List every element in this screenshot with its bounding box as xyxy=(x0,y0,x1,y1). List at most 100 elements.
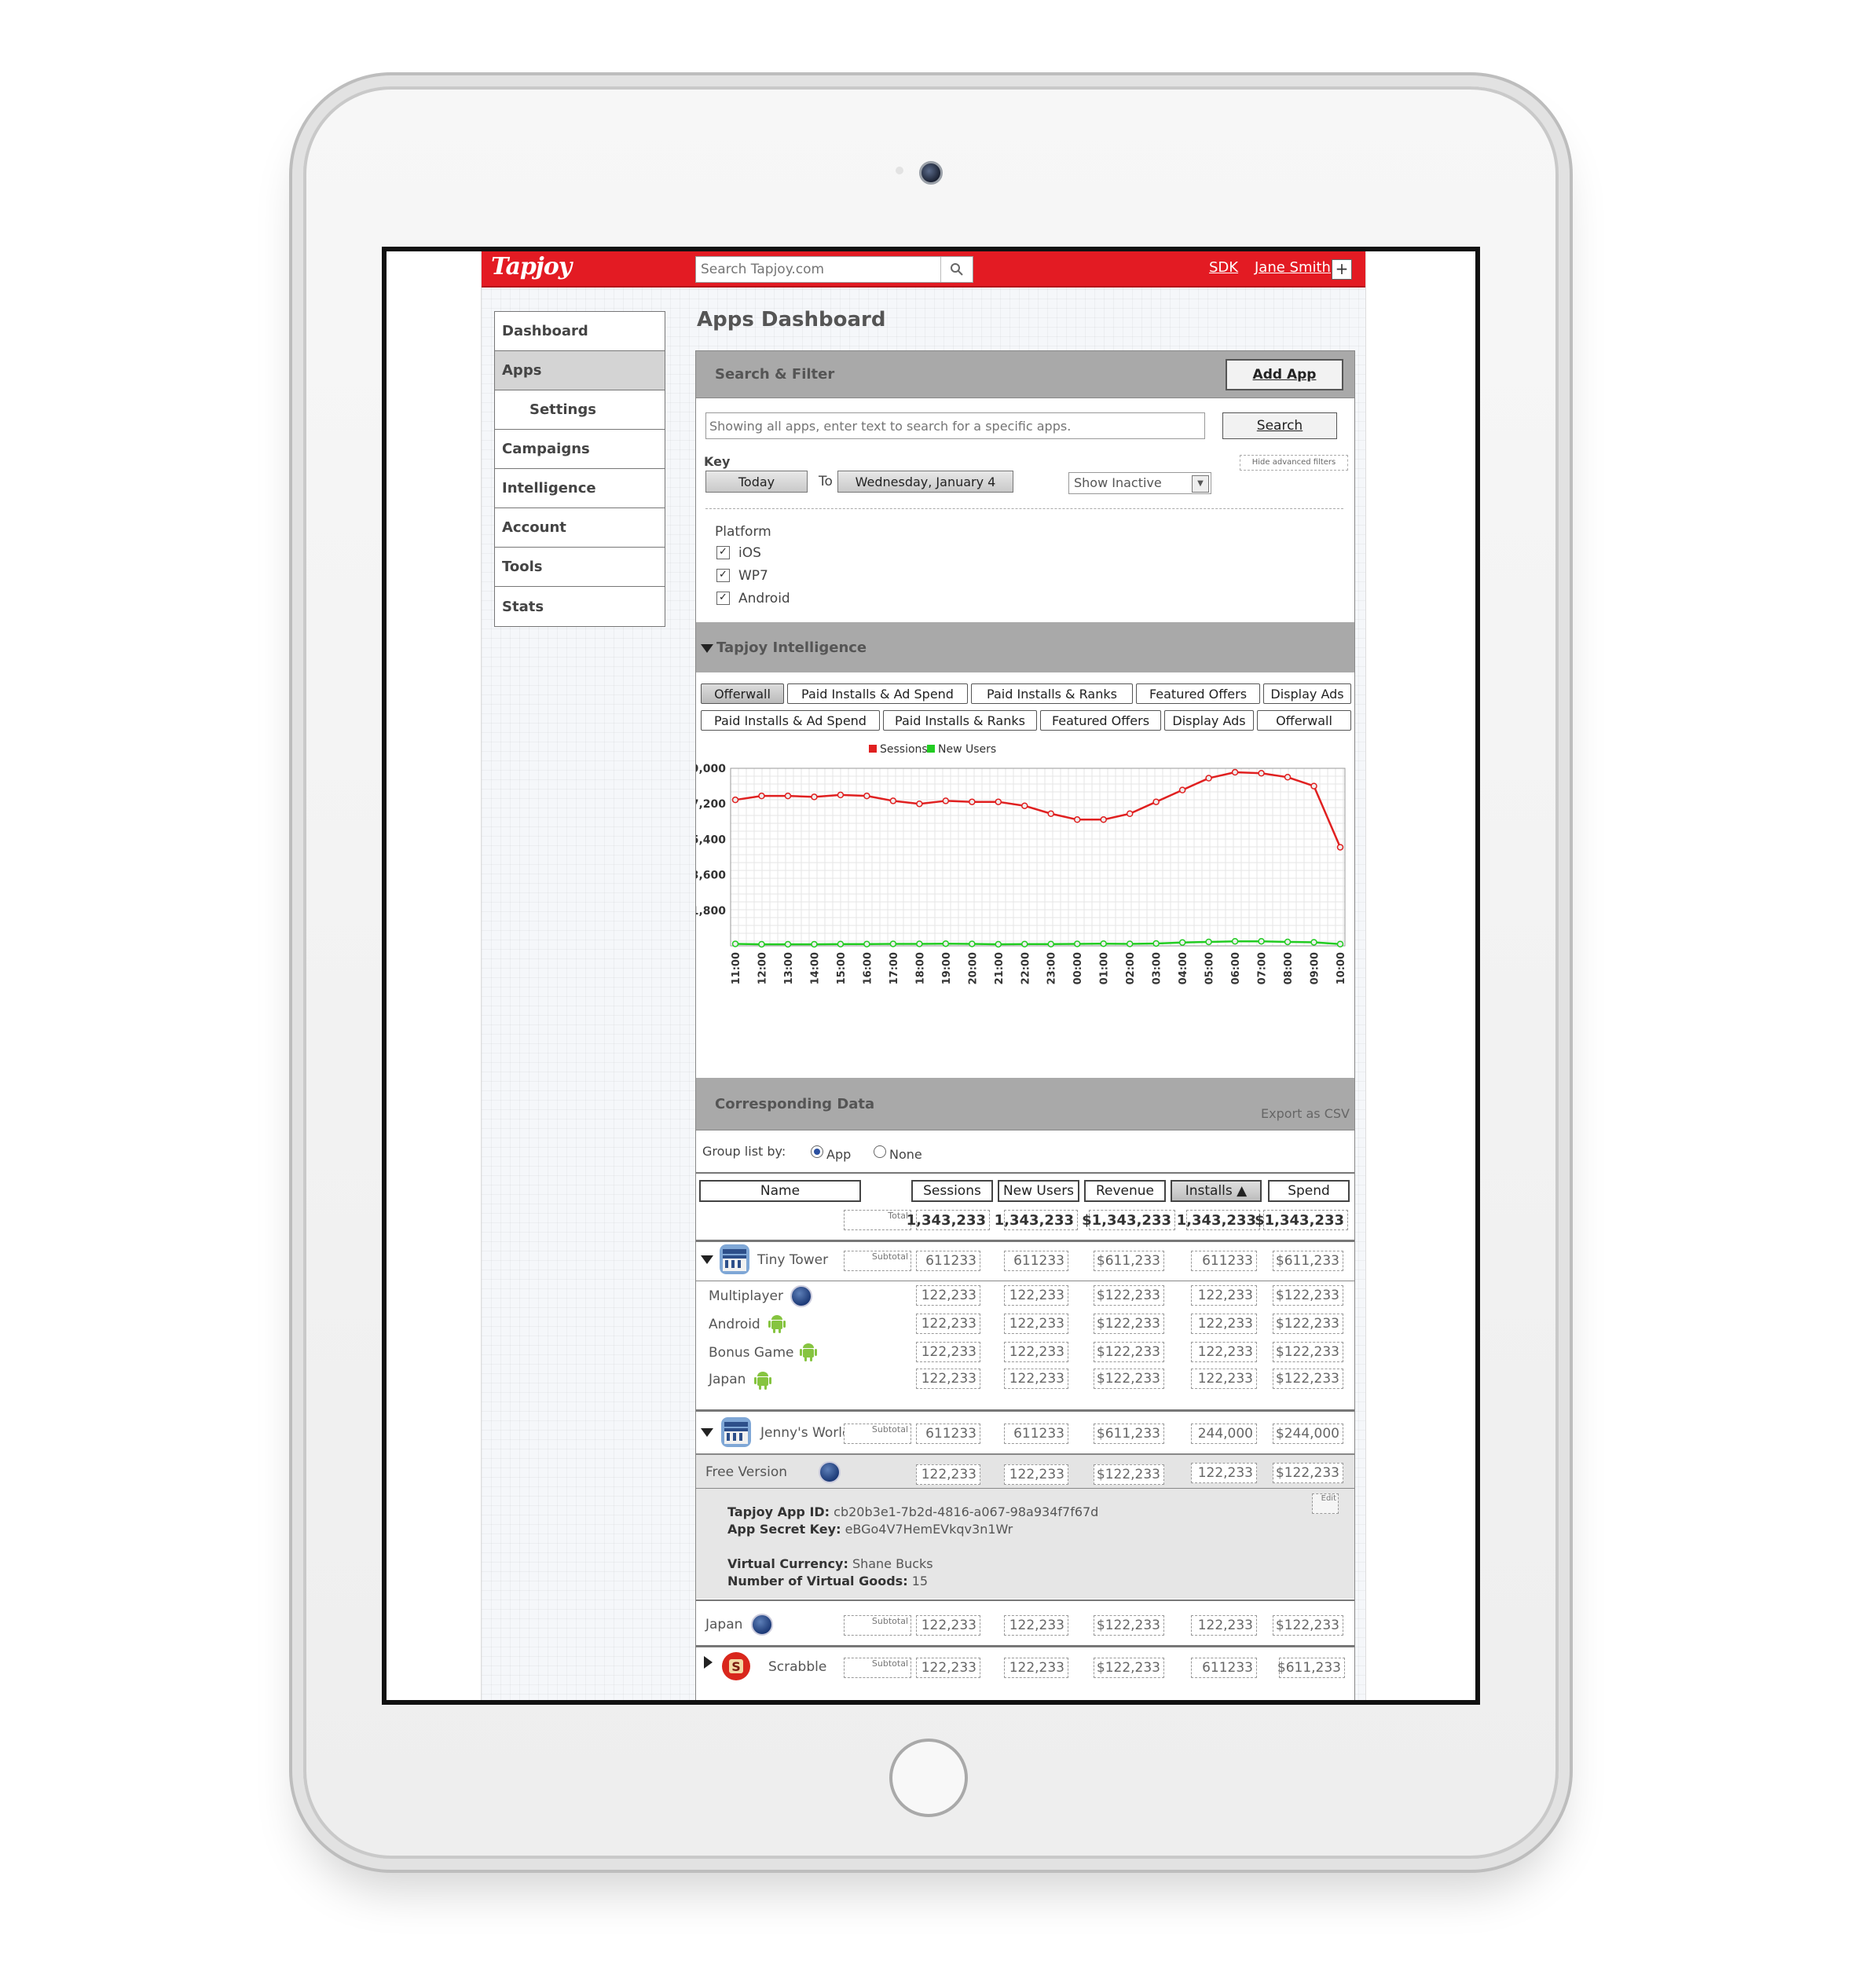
ios-checkbox[interactable]: ✓ xyxy=(716,546,730,559)
new-users-point xyxy=(969,940,976,947)
search-button[interactable]: Search xyxy=(1222,412,1337,439)
nav-tools[interactable]: Tools xyxy=(495,548,665,587)
collapse-caret-icon[interactable] xyxy=(701,644,713,653)
details-rule xyxy=(696,1599,1354,1601)
multiplayer-name[interactable]: Multiplayer xyxy=(709,1288,783,1304)
group-app-radio[interactable] xyxy=(811,1145,823,1158)
tab-paid-installs-ad-spend[interactable]: Paid Installs & Ad Spend xyxy=(787,683,968,704)
col-revenue[interactable]: Revenue xyxy=(1084,1180,1166,1202)
bonus-game-spend: $122,233 xyxy=(1273,1342,1343,1362)
bonus-game-name[interactable]: Bonus Game xyxy=(709,1345,794,1361)
japan-row-sessions: 122,233 xyxy=(916,1369,980,1389)
wp7-checkbox[interactable]: ✓ xyxy=(716,569,730,582)
new-users-point xyxy=(1073,940,1081,947)
hide-advanced-link[interactable]: Hide advanced filters xyxy=(1240,455,1348,471)
col-spend[interactable]: Spend xyxy=(1268,1180,1350,1202)
x-tick-label: 17:00 xyxy=(889,952,900,984)
tab-featured-offers-2[interactable]: Featured Offers xyxy=(1040,710,1161,731)
plus-button[interactable]: + xyxy=(1332,259,1352,280)
nav-dashboard[interactable]: Dashboard xyxy=(495,312,665,351)
from-date-button[interactable]: Today xyxy=(705,471,808,493)
tab-offerwall-2[interactable]: Offerwall xyxy=(1257,710,1351,731)
site-search-input[interactable] xyxy=(699,259,938,280)
nav-intelligence[interactable]: Intelligence xyxy=(495,469,665,508)
corresponding-title: Corresponding Data xyxy=(715,1095,875,1112)
new-users-point xyxy=(995,940,1002,948)
nav-settings[interactable]: Settings xyxy=(495,390,665,430)
tab-paid-installs-ranks-2[interactable]: Paid Installs & Ranks xyxy=(883,710,1037,731)
tab-display-ads[interactable]: Display Ads xyxy=(1263,683,1351,704)
col-sessions[interactable]: Sessions xyxy=(911,1180,993,1202)
nav-campaigns[interactable]: Campaigns xyxy=(495,430,665,469)
nav-apps[interactable]: Apps xyxy=(495,351,665,390)
japan-row-name[interactable]: Japan xyxy=(709,1372,746,1387)
nav-account[interactable]: Account xyxy=(495,508,665,548)
inactive-select[interactable]: Show Inactive ▼ xyxy=(1068,472,1211,494)
jennys-world-expand-icon[interactable] xyxy=(701,1428,713,1437)
legend-label: New Users xyxy=(938,743,996,756)
export-csv-link[interactable]: Export as CSV xyxy=(1261,1106,1350,1121)
top-bar: Tapjoy SDK Jane Smith + xyxy=(482,251,1365,288)
table-top-rule xyxy=(696,1172,1354,1174)
to-date-button[interactable]: Wednesday, January 4 xyxy=(837,471,1013,493)
japan-subtotal-name[interactable]: Japan xyxy=(705,1617,743,1632)
nav-stats[interactable]: Stats xyxy=(502,598,544,615)
multiplayer-sessions: 122,233 xyxy=(916,1285,980,1306)
user-link[interactable]: Jane Smith xyxy=(1255,259,1331,276)
total-spend: $1,343,233 xyxy=(1255,1210,1348,1230)
scrabble-expand-icon[interactable] xyxy=(704,1656,713,1669)
sessions-point xyxy=(1073,816,1081,823)
new-users-point xyxy=(1152,940,1160,947)
tiny-tower-name[interactable]: Tiny Tower xyxy=(757,1252,829,1268)
sessions-point xyxy=(1258,770,1265,777)
legend-swatch xyxy=(869,745,877,753)
scrabble-spend: $611,233 xyxy=(1277,1658,1345,1678)
edit-button[interactable]: Edit xyxy=(1312,1493,1339,1514)
col-name[interactable]: Name xyxy=(699,1180,861,1202)
y-tick-label: 9,000 xyxy=(696,763,726,775)
tab-display-ads-2[interactable]: Display Ads xyxy=(1164,710,1254,731)
col-new-users[interactable]: New Users xyxy=(998,1180,1079,1202)
tiny-tower-end-rule xyxy=(696,1409,1354,1412)
jennys-world-new-users: 611233 xyxy=(1004,1424,1068,1444)
tab-paid-installs-ranks[interactable]: Paid Installs & Ranks xyxy=(971,683,1133,704)
new-users-point xyxy=(863,940,870,947)
tapjoy-logo[interactable]: Tapjoy xyxy=(491,253,572,280)
app-search-input[interactable] xyxy=(705,412,1205,439)
scrabble-name[interactable]: Scrabble xyxy=(768,1659,827,1675)
wp7-label: WP7 xyxy=(738,568,768,584)
android-checkbox[interactable]: ✓ xyxy=(716,592,730,605)
add-app-button[interactable]: Add App xyxy=(1226,359,1343,390)
intelligence-header[interactable]: Tapjoy Intelligence xyxy=(696,622,1354,672)
android-icon xyxy=(754,1372,771,1390)
x-tick-label: 08:00 xyxy=(1283,952,1295,984)
tiny-tower-expand-icon[interactable] xyxy=(701,1255,713,1264)
new-users-point xyxy=(1205,938,1212,946)
chevron-down-icon[interactable]: ▼ xyxy=(1192,475,1209,493)
tab-featured-offers[interactable]: Featured Offers xyxy=(1136,683,1260,704)
sessions-line xyxy=(735,771,1342,848)
jennys-world-name[interactable]: Jenny's World xyxy=(760,1425,851,1441)
sdk-link[interactable]: SDK xyxy=(1209,259,1239,276)
home-button[interactable] xyxy=(889,1739,968,1817)
sessions-point xyxy=(1100,816,1107,823)
new-users-point xyxy=(1231,937,1239,945)
search-icon[interactable] xyxy=(940,257,973,282)
col-installs[interactable]: Installs ▲ xyxy=(1171,1180,1262,1202)
sessions-point xyxy=(942,797,950,804)
sessions-point xyxy=(1047,810,1054,818)
tab-paid-installs-ad-spend-2[interactable]: Paid Installs & Ad Spend xyxy=(701,710,880,731)
group-none-radio[interactable] xyxy=(874,1145,886,1158)
tab-offerwall[interactable]: Offerwall xyxy=(701,683,784,704)
android-row-name[interactable]: Android xyxy=(709,1317,760,1332)
sessions-point xyxy=(1021,802,1028,809)
jennys-world-spend: $244,000 xyxy=(1273,1424,1343,1444)
x-tick-label: 13:00 xyxy=(783,952,795,984)
free-version-installs: 122,233 xyxy=(1191,1463,1257,1483)
sessions-point xyxy=(731,796,739,804)
sessions-point xyxy=(1152,798,1160,805)
sessions-point xyxy=(1310,782,1317,790)
new-users-point xyxy=(1047,940,1054,947)
japan-subtotal-sessions: 122,233 xyxy=(916,1615,980,1636)
free-version-name[interactable]: Free Version xyxy=(705,1464,787,1480)
